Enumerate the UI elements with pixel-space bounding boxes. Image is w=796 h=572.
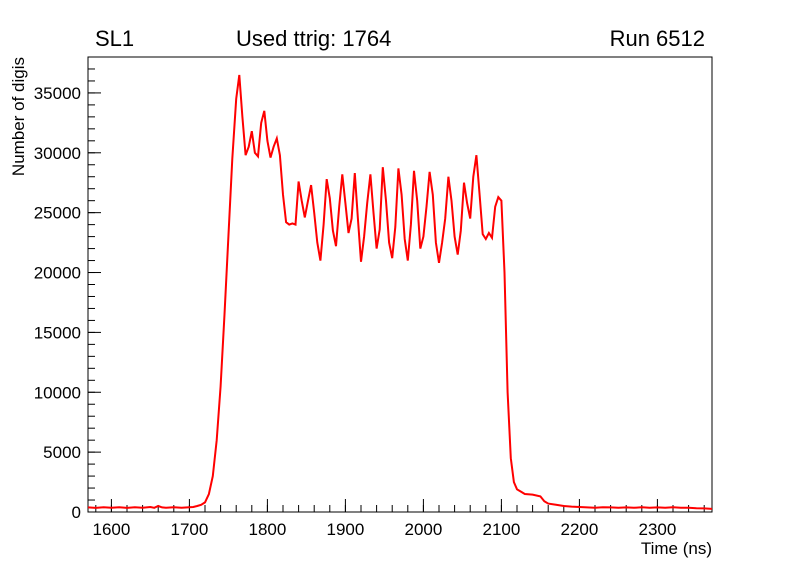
y-axis-tick-label: 30000: [34, 144, 81, 163]
x-axis-tick-label: 1900: [326, 520, 364, 539]
x-axis-tick-label: 2100: [482, 520, 520, 539]
y-axis-title: Number of digis: [9, 57, 28, 176]
y-axis-tick-label: 35000: [34, 84, 81, 103]
timebox-data-line: [87, 74, 713, 510]
x-axis-tick-label: 1800: [248, 520, 286, 539]
chart-generated-layer: 1600 1700 1800 1900 2000 2100 2200 2300 0 5000 100…: [34, 56, 713, 539]
x-axis-tick-label: 1600: [92, 520, 130, 539]
y-axis-tick-label: 0: [72, 503, 81, 522]
y-axis-tick-label: 20000: [34, 264, 81, 283]
x-axis-tick-label: 1700: [170, 520, 208, 539]
chart-frame: [87, 56, 713, 513]
y-axis-tick-label: 25000: [34, 204, 81, 223]
y-axis-tick-label: 10000: [34, 383, 81, 402]
plot-title: Used ttrig: 1764: [236, 26, 392, 51]
superlayer-label: SL1: [95, 26, 135, 51]
y-axis-tick-label: 5000: [43, 443, 81, 462]
x-axis-tick-label: 2200: [560, 520, 598, 539]
x-axis-tick-label: 2000: [404, 520, 442, 539]
y-axis-tick-label: 15000: [34, 323, 81, 342]
x-axis-title: Time (ns): [641, 539, 712, 558]
run-number-label: Run 6512: [609, 26, 705, 51]
x-axis-tick-label: 2300: [638, 520, 676, 539]
